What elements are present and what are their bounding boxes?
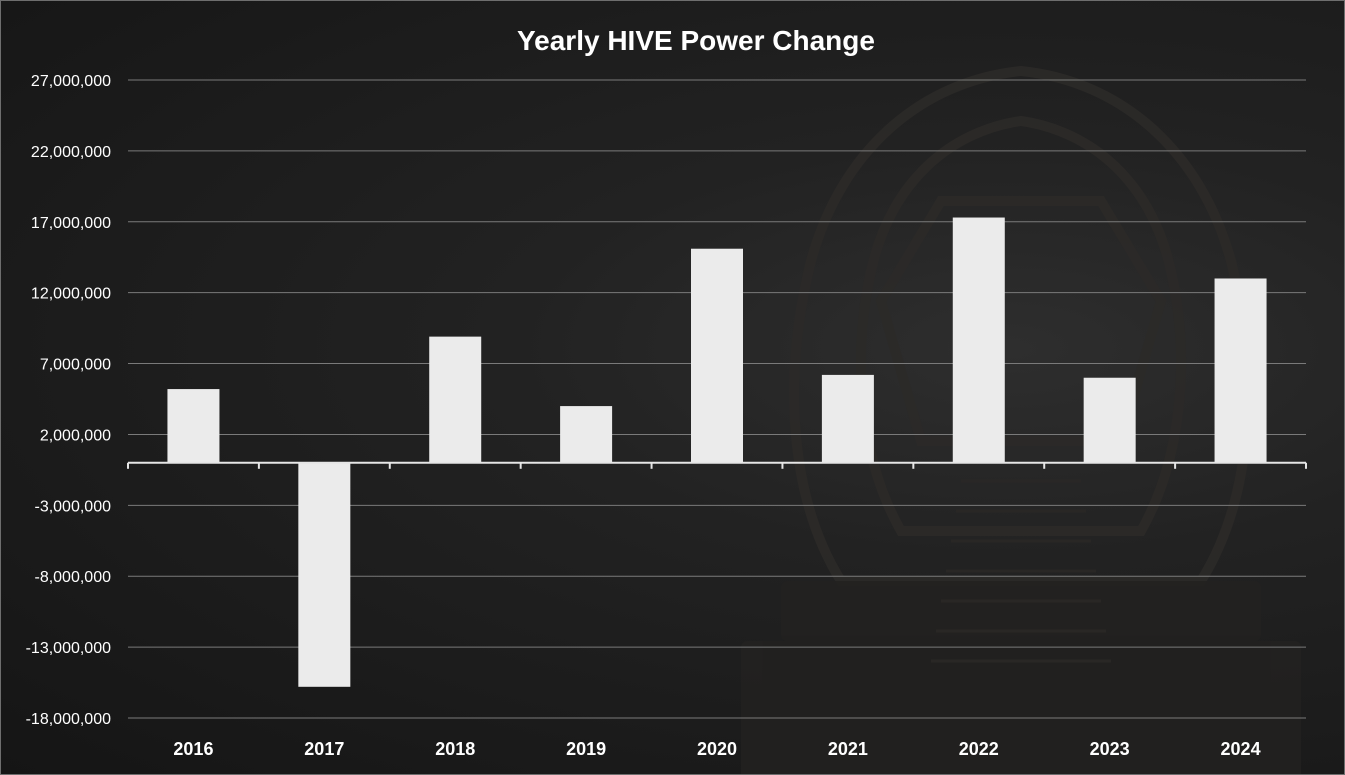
y-tick-label: 27,000,000	[31, 73, 111, 90]
y-tick-label: -13,000,000	[26, 640, 112, 657]
x-tick-label: 2016	[173, 739, 213, 759]
bar-2022	[952, 217, 1005, 463]
bars	[167, 217, 1267, 687]
x-tick-label: 2020	[697, 739, 737, 759]
y-tick-label: -8,000,000	[34, 569, 111, 586]
y-tick-label: -18,000,000	[26, 711, 112, 728]
bar-2023	[1083, 377, 1136, 463]
chart-title: Yearly HIVE Power Change	[517, 25, 875, 56]
x-tick-label: 2023	[1090, 739, 1130, 759]
y-tick-label: -3,000,000	[34, 498, 111, 515]
y-tick-label: 2,000,000	[40, 427, 111, 444]
x-tick-label: 2024	[1221, 739, 1261, 759]
x-axis-ticks: 2016 2017 2018 2019 2020 2021 2022 2023 2024	[173, 739, 1260, 759]
x-tick-label: 2021	[828, 739, 868, 759]
y-tick-label: 7,000,000	[40, 357, 111, 374]
x-tick-label: 2019	[566, 739, 606, 759]
x-axis	[127, 461, 1307, 469]
bar-2024	[1214, 278, 1267, 463]
bar-2020	[691, 248, 743, 463]
x-tick-label: 2018	[435, 739, 475, 759]
y-tick-label: 22,000,000	[31, 144, 111, 161]
bar-2021	[821, 374, 874, 463]
y-tick-label: 17,000,000	[31, 215, 111, 232]
y-axis-ticks: 27,000,000 22,000,000 17,000,000 12,000,000…	[26, 73, 112, 728]
bar-2018	[429, 336, 482, 463]
bar-2016	[167, 389, 220, 463]
bar-2019	[560, 406, 613, 463]
bar-2017	[298, 462, 351, 687]
y-tick-label: 12,000,000	[31, 286, 111, 303]
gridlines	[128, 79, 1306, 719]
x-tick-label: 2017	[304, 739, 344, 759]
x-tick-label: 2022	[959, 739, 999, 759]
